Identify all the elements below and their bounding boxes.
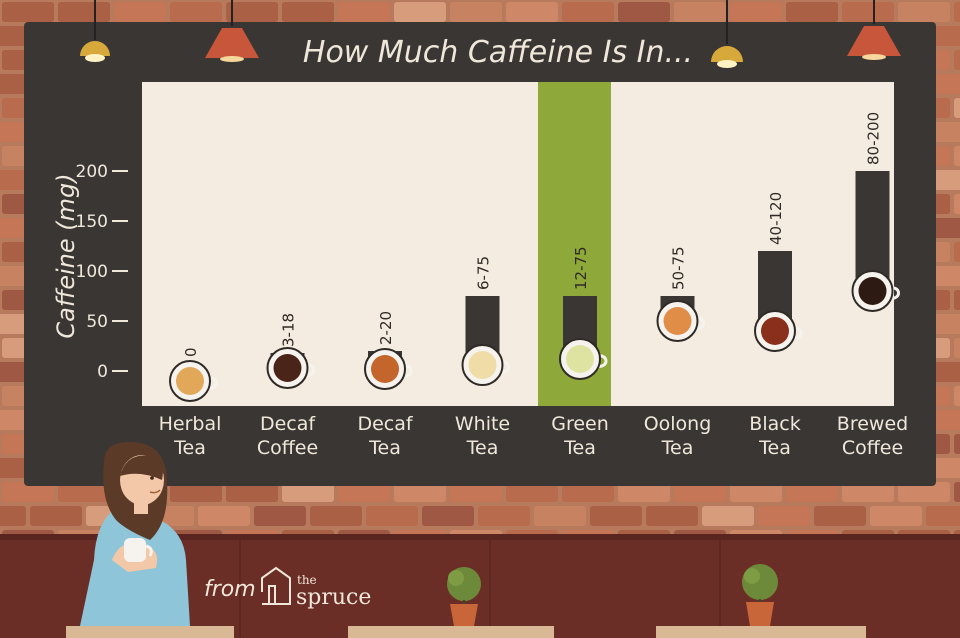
y-tick-label: 50 [86, 312, 108, 332]
brand-name: spruce [296, 585, 371, 610]
y-tick-label: 200 [76, 162, 108, 182]
y-tick-label: 0 [97, 362, 108, 382]
chart-panel [142, 82, 894, 406]
cup-icon [559, 338, 608, 380]
category-label: Green Tea [551, 413, 609, 459]
category-label: Brewed Coffee [837, 413, 908, 459]
value-labels: 0 3-18 2-20 6-75 12-75 50-75 40-120 80-200 [182, 112, 883, 357]
plant-left [447, 567, 481, 626]
category-label: White Tea [455, 413, 510, 459]
value-label: 2-20 [377, 311, 395, 345]
cup-icon [266, 347, 316, 389]
table-left [66, 626, 234, 638]
y-tick-label: 100 [76, 262, 108, 282]
cup-icon [364, 348, 413, 390]
category-label: Oolong Tea [644, 413, 712, 459]
cup-icon [656, 300, 706, 342]
from-text: from [204, 577, 256, 602]
y-axis-label: Caffeine (mg) [52, 173, 80, 338]
cup-icon [169, 360, 218, 402]
category-label: Decaf Tea [357, 413, 413, 459]
woman-illustration [80, 442, 190, 626]
value-label: 0 [182, 347, 200, 357]
category-label: Black Tea [749, 413, 800, 459]
value-label: 3-18 [280, 313, 298, 347]
table-mid [348, 626, 554, 638]
y-axis: 0 50 100 150 200 [76, 162, 128, 382]
category-label: Decaf Coffee [257, 413, 318, 459]
house-icon [261, 566, 291, 605]
table-right [656, 626, 866, 638]
category-labels: Herbal Tea Decaf Coffee Decaf Tea White Tea Gree… [159, 413, 909, 459]
lamps [80, 0, 901, 68]
y-tick-label: 150 [76, 212, 108, 232]
counter-panels [239, 540, 721, 638]
category-label: Herbal Tea [159, 413, 222, 459]
brand-small: the [297, 573, 317, 587]
cup-icon [754, 310, 803, 352]
cup-icon [461, 344, 511, 386]
value-label: 6-75 [475, 256, 493, 290]
plant-right [742, 564, 778, 626]
value-label: 80-200 [865, 112, 883, 165]
chart-title: How Much Caffeine Is In... [303, 35, 693, 70]
value-label: 40-120 [767, 192, 785, 245]
cups [169, 270, 901, 402]
value-label: 12-75 [572, 246, 590, 290]
brand-logo: from the spruce [204, 566, 371, 610]
cup-icon [851, 270, 901, 312]
value-label: 50-75 [670, 246, 688, 290]
